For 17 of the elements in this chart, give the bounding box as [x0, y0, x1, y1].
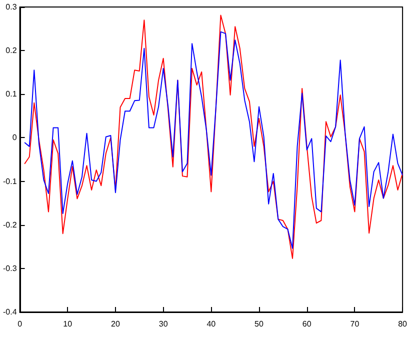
y-tick-label: -0.1 — [2, 176, 18, 186]
y-tick-label: -0.2 — [2, 220, 18, 230]
y-tick-label: -0.4 — [2, 308, 18, 316]
x-tick-label: 80 — [398, 320, 408, 328]
x-tick-label: 0 — [18, 320, 23, 328]
x-tick-label: 60 — [302, 320, 312, 328]
x-tick-label: 70 — [350, 320, 360, 328]
x-tick-label: 20 — [111, 320, 120, 328]
x-tick-label: 50 — [254, 320, 264, 328]
y-tick-label: 0 — [12, 133, 18, 142]
y-tick-label: -0.3 — [2, 264, 18, 273]
x-tick-label: 40 — [206, 320, 216, 328]
x-tick-label: 10 — [63, 320, 73, 328]
x-tick-label: 30 — [158, 320, 168, 328]
y-tick-label: 0.3 — [6, 2, 18, 12]
y-tick-label: 0.2 — [6, 46, 18, 56]
y-tick-label: 0.1 — [6, 90, 18, 99]
